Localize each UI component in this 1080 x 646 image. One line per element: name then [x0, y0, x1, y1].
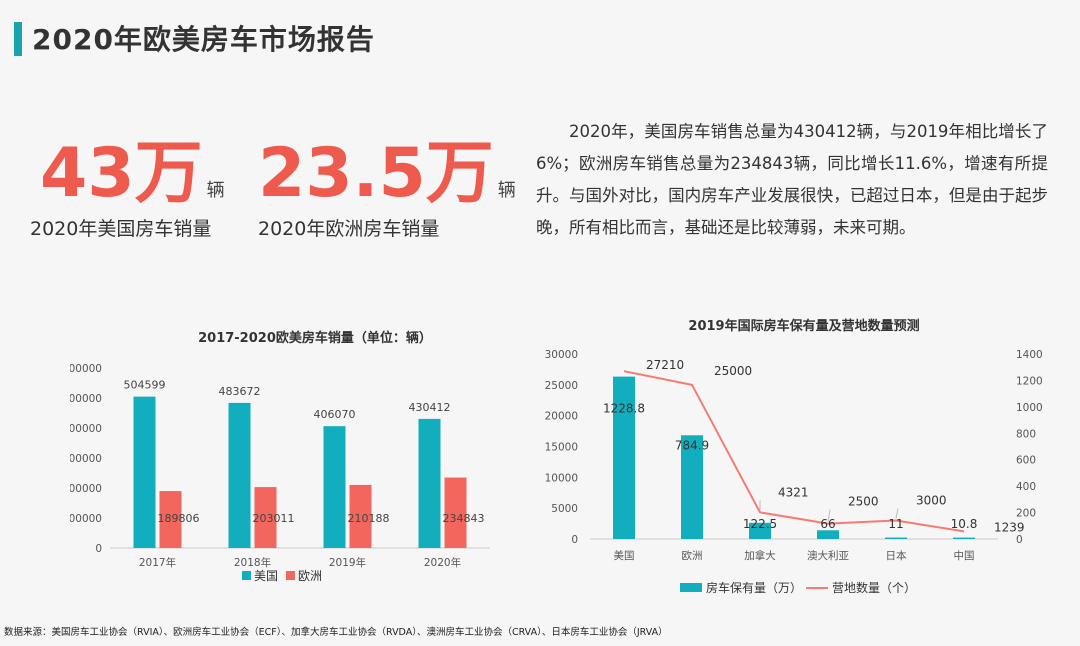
data-label: 25000 [714, 364, 752, 378]
y-tick-label: 100000 [70, 513, 102, 525]
legend-label: 欧洲 [298, 569, 322, 583]
x-tick-label: 欧洲 [682, 550, 703, 562]
label-leader-line [827, 509, 831, 522]
y-right-tick-label: 200 [1016, 508, 1036, 520]
title-accent-bar [14, 22, 22, 56]
x-tick-label: 2019年 [329, 556, 366, 569]
y-left-tick-label: 0 [571, 534, 578, 546]
legend-label: 美国 [254, 569, 278, 583]
legend-swatch [242, 571, 251, 580]
y-tick-label: 200000 [70, 483, 102, 495]
x-tick-label: 澳大利亚 [807, 549, 849, 562]
line-camps [623, 370, 965, 533]
y-tick-label: 400000 [70, 423, 102, 435]
data-label: 203011 [253, 512, 295, 525]
bar-eu [444, 477, 467, 548]
bar-eu [254, 487, 277, 548]
data-label: 2500 [848, 495, 879, 509]
legend-swatch [286, 571, 295, 580]
sales-bar-chart: 2017-2020欧美房车销量（单位：辆） 0 100000 200000 300000… [70, 330, 490, 583]
fleet-camp-combo-chart: 2019年国际房车保有量及营地数量预测050001000015000200002… [545, 318, 1043, 595]
eu-sales-stat: 23.5万辆 2020年欧洲房车销量 [258, 140, 516, 241]
eu-sales-value: 23.5万 [258, 134, 494, 213]
us-sales-stat: 43万辆 2020年美国房车销量 [30, 140, 225, 241]
us-sales-value: 43万 [40, 134, 203, 213]
data-label: 1228.8 [603, 402, 645, 416]
y-right-tick-label: 800 [1016, 428, 1036, 440]
us-sales-label: 2020年美国房车销量 [30, 218, 212, 240]
y-left-tick-label: 10000 [545, 472, 578, 484]
summary-paragraph: 2020年，美国房车销售总量为430412辆，与2019年相比增长了6%；欧洲房… [536, 122, 1048, 237]
data-label: 10.8 [951, 517, 978, 531]
bar-fleet [885, 537, 907, 539]
bar-fleet [613, 376, 635, 539]
bar-fleet [681, 435, 703, 539]
y-left-tick-label: 5000 [551, 503, 578, 515]
y-tick-label: 0 [95, 543, 102, 555]
data-label: 406070 [314, 408, 356, 421]
y-right-tick-label: 1200 [1016, 375, 1043, 387]
legend-label: 营地数量（个） [832, 580, 916, 595]
data-label: 189806 [158, 512, 200, 525]
data-label: 430412 [409, 401, 451, 414]
bar-eu [349, 484, 372, 548]
y-tick-label: 500000 [70, 393, 102, 405]
bar-fleet [953, 537, 975, 539]
data-label: 122.5 [743, 517, 777, 531]
bar-us [418, 418, 441, 548]
bar-us [133, 396, 156, 548]
data-label: 234843 [443, 512, 485, 525]
bar-fleet [817, 530, 839, 539]
legend-label: 房车保有量（万） [706, 580, 802, 595]
chart-title: 2019年国际房车保有量及营地数量预测 [688, 318, 919, 334]
bar-us [228, 402, 251, 548]
y-tick-label: 600000 [70, 363, 102, 375]
y-left-tick-label: 15000 [545, 442, 578, 454]
y-right-tick-label: 0 [1016, 534, 1023, 546]
eu-sales-unit: 辆 [497, 180, 516, 201]
data-label: 483672 [219, 385, 261, 398]
y-right-tick-label: 1000 [1016, 402, 1043, 414]
bar-us [323, 426, 346, 548]
y-right-tick-label: 600 [1016, 455, 1036, 467]
data-label: 3000 [916, 494, 947, 508]
x-tick-label: 加拿大 [744, 549, 776, 562]
data-source-footer: 数据来源：美国房车工业协会（RVIA）、欧洲房车工业协会（ECF）、加拿大房车工… [4, 627, 668, 638]
x-tick-label: 2017年 [139, 556, 176, 569]
us-sales-unit: 辆 [206, 180, 225, 201]
y-right-tick-label: 1400 [1016, 349, 1043, 361]
data-label: 4321 [778, 485, 809, 499]
y-left-tick-label: 20000 [545, 411, 578, 423]
y-left-tick-label: 30000 [545, 349, 578, 361]
page-title: 2020年欧美房车市场报告 [32, 23, 375, 56]
data-label: 1239 [994, 520, 1025, 534]
data-label: 504599 [124, 379, 166, 392]
chart-title: 2017-2020欧美房车销量（单位：辆） [198, 330, 432, 346]
x-tick-label: 日本 [886, 549, 907, 562]
bar-fleet [749, 522, 771, 539]
label-leader-line [895, 508, 899, 519]
y-right-tick-label: 400 [1016, 481, 1036, 493]
x-tick-label: 2018年 [234, 556, 271, 569]
data-label: 210188 [348, 512, 390, 525]
data-label: 66 [820, 517, 835, 531]
x-tick-label: 2020年 [424, 556, 461, 569]
x-tick-label: 美国 [614, 549, 635, 562]
data-label: 27210 [646, 358, 684, 372]
eu-sales-label: 2020年欧洲房车销量 [258, 218, 440, 240]
legend-swatch [680, 583, 702, 592]
x-tick-label: 中国 [954, 549, 975, 562]
data-label: 784.9 [675, 438, 709, 452]
y-left-tick-label: 25000 [545, 380, 578, 392]
data-label: 11 [888, 517, 903, 531]
bar-eu [159, 491, 182, 548]
